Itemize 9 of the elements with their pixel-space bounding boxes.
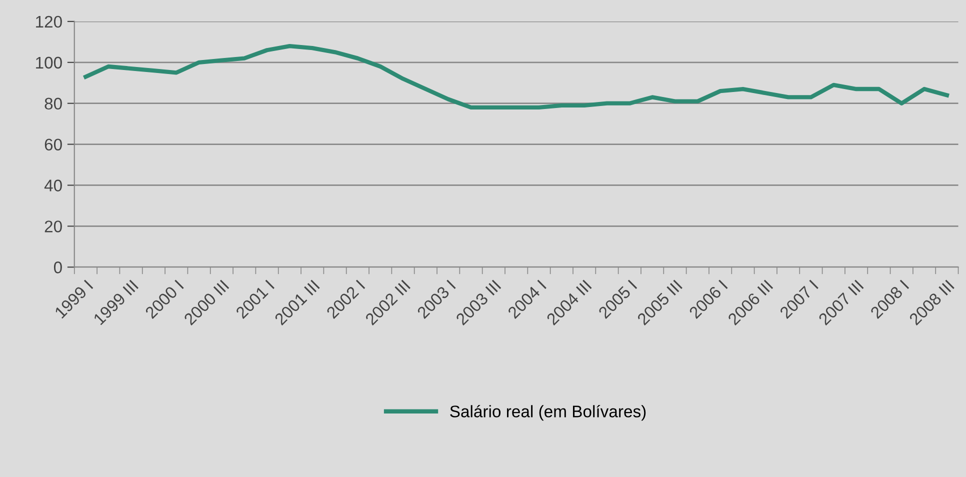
line-series — [84, 44, 950, 110]
y-tick-label: 60 — [44, 138, 62, 150]
y-tick-label: 20 — [44, 220, 62, 232]
y-tick-label: 40 — [44, 180, 62, 192]
y-tick-label: 80 — [44, 98, 62, 110]
y-tick-label: 100 — [36, 56, 62, 69]
y-tick-label: 0 — [54, 262, 62, 274]
legend-label: Salário real (em Bolívares) — [450, 404, 646, 421]
y-tick-label: 120 — [36, 16, 62, 28]
